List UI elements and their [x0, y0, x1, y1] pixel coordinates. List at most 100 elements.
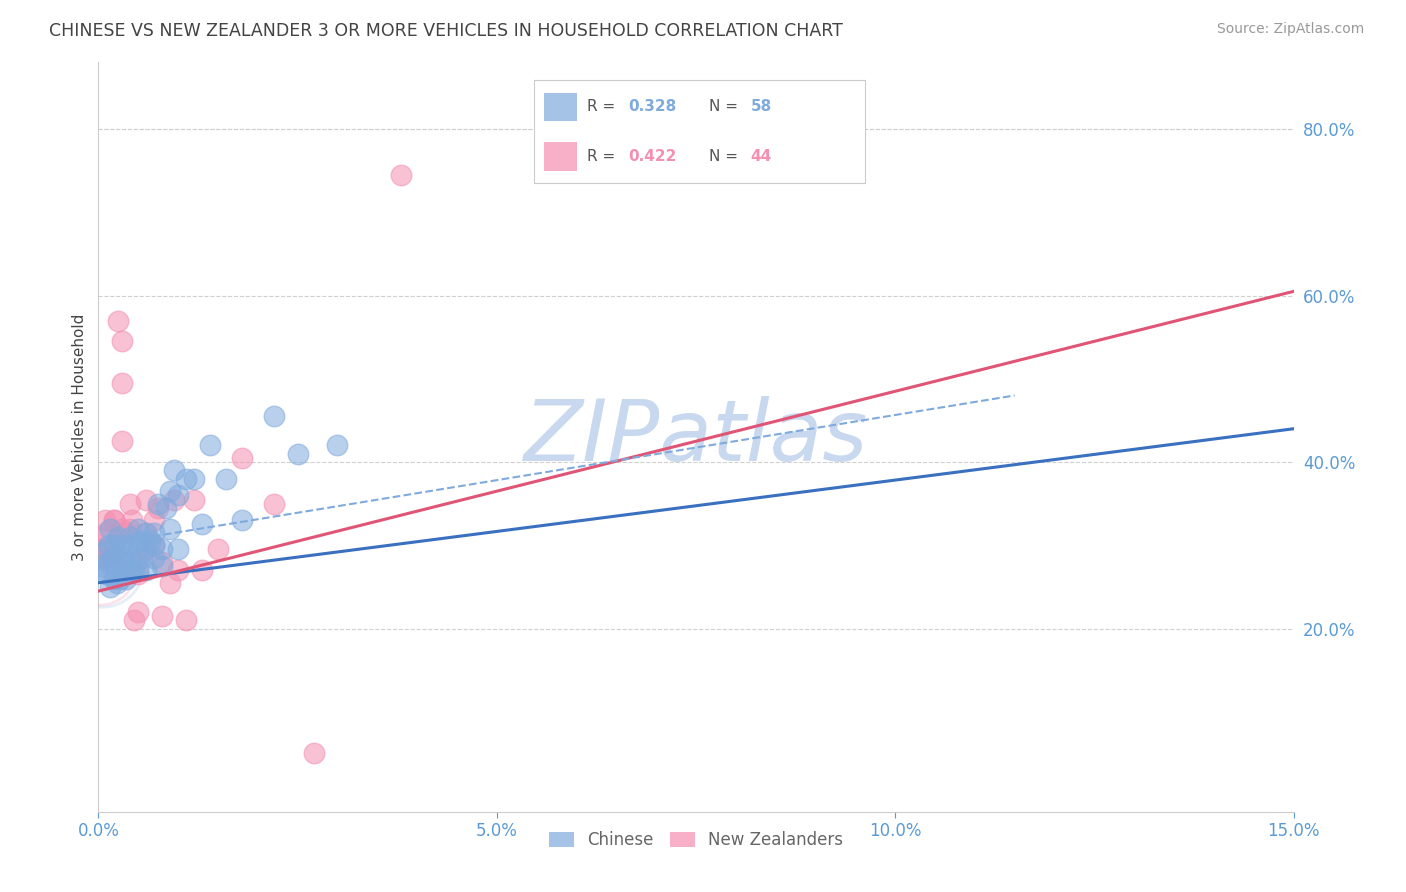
Point	[93, 550, 115, 565]
Point	[159, 522, 181, 536]
Point	[121, 563, 143, 577]
Point	[111, 376, 134, 390]
Point	[93, 563, 115, 577]
Text: CHINESE VS NEW ZEALANDER 3 OR MORE VEHICLES IN HOUSEHOLD CORRELATION CHART: CHINESE VS NEW ZEALANDER 3 OR MORE VEHIC…	[49, 22, 844, 40]
Point	[150, 609, 173, 624]
Point	[155, 500, 177, 515]
Point	[263, 409, 285, 424]
Point	[96, 550, 118, 565]
Text: 58: 58	[751, 99, 772, 114]
Point	[159, 484, 181, 499]
Point	[121, 513, 143, 527]
Point	[98, 580, 122, 594]
Point	[148, 500, 170, 515]
Point	[97, 538, 120, 552]
Point	[124, 613, 146, 627]
Point	[96, 542, 118, 557]
Point	[105, 575, 128, 590]
Point	[127, 542, 149, 557]
Point	[231, 513, 253, 527]
Point	[120, 563, 142, 577]
Point	[183, 492, 205, 507]
Point	[96, 525, 118, 540]
Text: 44: 44	[751, 149, 772, 164]
Point	[131, 550, 153, 565]
Point	[128, 534, 150, 549]
Point	[143, 538, 166, 552]
Point	[174, 613, 197, 627]
Point	[111, 334, 134, 349]
Point	[143, 525, 166, 540]
Point	[103, 547, 125, 561]
Point	[215, 472, 238, 486]
Point	[98, 547, 122, 561]
Point	[94, 567, 117, 582]
Point	[150, 555, 173, 569]
Point	[111, 538, 134, 552]
Point	[163, 463, 186, 477]
Point	[326, 438, 349, 452]
Point	[117, 538, 139, 552]
Point	[163, 492, 186, 507]
Point	[101, 550, 124, 565]
Point	[127, 550, 149, 565]
Point	[150, 542, 173, 557]
Point	[120, 522, 142, 536]
Point	[183, 472, 205, 486]
Text: 0.422: 0.422	[628, 149, 676, 164]
Point	[207, 542, 229, 557]
Point	[124, 563, 146, 577]
Point	[159, 575, 181, 590]
Point	[135, 492, 157, 507]
Point	[103, 555, 125, 569]
Point	[143, 538, 166, 552]
Point	[148, 497, 170, 511]
Point	[104, 534, 127, 549]
Point	[107, 313, 129, 327]
Point	[103, 538, 125, 552]
Point	[91, 530, 114, 544]
Point	[111, 522, 134, 536]
Point	[91, 559, 114, 574]
Point	[120, 497, 142, 511]
Point	[103, 513, 125, 527]
Point	[120, 550, 142, 565]
Text: 0.328: 0.328	[628, 99, 676, 114]
Bar	[544, 142, 578, 170]
Point	[135, 563, 157, 577]
Point	[167, 563, 190, 577]
Point	[104, 559, 127, 574]
Point	[167, 542, 190, 557]
Text: R =: R =	[588, 99, 620, 114]
Point	[97, 555, 120, 569]
Point	[191, 563, 214, 577]
Text: N =: N =	[710, 149, 744, 164]
Point	[143, 550, 166, 565]
Point	[94, 513, 117, 527]
Point	[231, 450, 253, 465]
Point	[135, 542, 157, 557]
Point	[97, 542, 120, 557]
Point	[135, 525, 157, 540]
Text: R =: R =	[588, 149, 620, 164]
Y-axis label: 3 or more Vehicles in Household: 3 or more Vehicles in Household	[72, 313, 87, 561]
Point	[90, 563, 112, 577]
Text: ZIPatlas: ZIPatlas	[524, 395, 868, 479]
Point	[108, 572, 131, 586]
Point	[127, 567, 149, 582]
Point	[174, 472, 197, 486]
Point	[115, 572, 138, 586]
Point	[111, 550, 134, 565]
Point	[135, 525, 157, 540]
Point	[389, 168, 412, 182]
Point	[139, 534, 162, 549]
Point	[111, 555, 134, 569]
Point	[135, 542, 157, 557]
Point	[91, 559, 114, 574]
Point	[302, 747, 325, 761]
Point	[198, 438, 221, 452]
Point	[150, 559, 173, 574]
Point	[112, 563, 135, 577]
Point	[90, 542, 112, 557]
Point	[115, 555, 138, 569]
